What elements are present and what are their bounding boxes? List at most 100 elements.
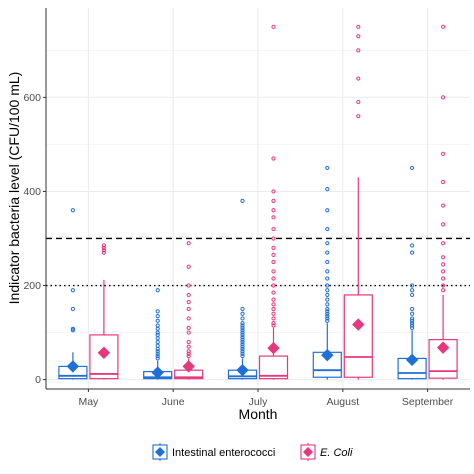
mean-marker: [436, 341, 450, 354]
outlier-point: [240, 198, 245, 203]
outlier-point: [155, 349, 160, 354]
outlier-point: [155, 339, 160, 345]
outlier-point: [271, 290, 276, 295]
y-tick-label: 400: [23, 186, 41, 198]
outlier-point: [325, 276, 330, 281]
outlier-point: [155, 336, 160, 341]
outlier-point: [240, 321, 245, 326]
outlier-point: [410, 311, 415, 316]
outlier-point: [410, 323, 415, 328]
outlier-point: [271, 198, 276, 203]
outlier-point: [325, 318, 330, 323]
box-may-series-0: [58, 208, 88, 380]
outlier-point: [186, 353, 191, 359]
outlier-point: [240, 316, 245, 321]
outlier-point: [325, 226, 330, 232]
outlier-point: [356, 34, 361, 39]
outlier-point: [325, 283, 330, 288]
x-tick-label: May: [78, 396, 99, 408]
box-body: [343, 294, 373, 378]
x-tick-label: July: [249, 396, 268, 408]
outlier-point: [70, 326, 76, 331]
outlier-point: [70, 306, 76, 312]
outlier-point: [186, 283, 191, 288]
plot-area: [58, 24, 458, 380]
outlier-point: [441, 222, 446, 227]
outlier-point: [441, 276, 446, 281]
outlier-point: [155, 353, 160, 359]
legend: Intestinal enterococci E. Coli: [152, 443, 353, 461]
outlier-point: [240, 306, 245, 312]
outlier-point: [271, 311, 276, 316]
outlier-point: [271, 156, 276, 161]
box-body: [89, 334, 119, 380]
outlier-point: [271, 259, 276, 265]
outlier-point: [410, 165, 415, 171]
outlier-point: [271, 252, 276, 258]
outlier-point: [325, 259, 330, 265]
outlier-point: [271, 306, 276, 312]
outlier-point: [186, 316, 191, 321]
outlier-point: [410, 306, 415, 312]
outlier-point: [441, 24, 446, 29]
outlier-point: [240, 351, 245, 356]
outlier-point: [356, 48, 361, 53]
x-tick-label: September: [402, 396, 454, 408]
outlier-point: [186, 339, 191, 345]
x-axis-title: Month: [239, 406, 278, 422]
outlier-point: [155, 309, 160, 314]
outlier-point: [271, 321, 276, 326]
outlier-point: [410, 283, 415, 288]
grid: [46, 8, 470, 389]
box-body: [258, 355, 289, 380]
box-june-series-0: [143, 288, 173, 380]
outlier-point: [186, 292, 191, 298]
legend-key-diamond: [303, 447, 313, 457]
outlier-point: [240, 323, 245, 328]
outlier-point: [240, 349, 245, 354]
outlier-point: [101, 245, 107, 250]
mean-marker: [321, 348, 334, 362]
y-tick-label: 200: [23, 280, 41, 292]
outlier-point: [155, 288, 160, 293]
outlier-point: [155, 313, 160, 319]
outlier-point: [325, 297, 330, 302]
outlier-point: [155, 356, 160, 361]
outlier-point: [271, 323, 276, 328]
outlier-point: [186, 349, 191, 354]
outlier-point: [240, 337, 245, 342]
mean-marker: [97, 346, 111, 359]
outlier-point: [101, 250, 107, 255]
mean-marker: [267, 341, 280, 355]
outlier-point: [441, 262, 446, 267]
outlier-point: [240, 325, 245, 330]
outlier-point: [271, 245, 276, 250]
outlier-point: [240, 342, 245, 347]
outlier-point: [240, 353, 245, 359]
outlier-point: [441, 255, 446, 260]
legend-label: Intestinal enterococci: [172, 447, 275, 459]
outlier-point: [186, 306, 191, 312]
box-july-series-0: [227, 198, 258, 380]
outlier-point: [325, 316, 330, 321]
outlier-point: [325, 288, 330, 293]
outlier-point: [441, 151, 446, 156]
outlier-point: [271, 302, 276, 307]
x-tick-label: June: [162, 396, 185, 408]
outlier-point: [186, 241, 191, 246]
outlier-point: [325, 302, 330, 307]
outlier-point: [155, 330, 160, 335]
outlier-point: [240, 330, 245, 335]
outlier-point: [101, 248, 107, 253]
outlier-point: [441, 95, 446, 100]
outlier-point: [70, 208, 76, 213]
y-tick-label: 0: [35, 374, 41, 386]
outlier-point: [441, 288, 446, 293]
outlier-point: [70, 328, 76, 333]
outlier-point: [155, 351, 160, 356]
outlier-point: [155, 343, 160, 348]
outlier-point: [356, 114, 361, 119]
outlier-point: [186, 264, 191, 269]
outlier-point: [155, 323, 160, 328]
outlier-point: [271, 236, 276, 241]
